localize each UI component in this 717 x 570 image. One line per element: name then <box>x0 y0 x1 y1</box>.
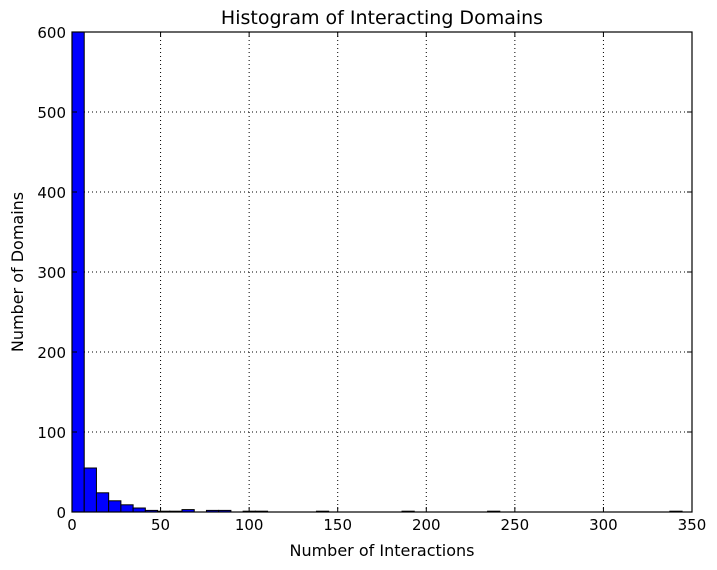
y-axis-ticks: 0 100 200 300 400 500 600 <box>37 24 692 522</box>
x-tick-label: 50 <box>151 516 170 534</box>
chart-title: Histogram of Interacting Domains <box>221 7 543 29</box>
x-tick-label: 350 <box>678 516 707 534</box>
histogram-bar-3 <box>108 500 122 513</box>
histogram-bar-1 <box>83 467 97 513</box>
x-tick-label: 300 <box>589 516 618 534</box>
grid-lines <box>71 31 693 513</box>
y-tick-label: 0 <box>56 504 66 522</box>
x-tick-label: 0 <box>67 516 77 534</box>
y-axis-label: Number of Domains <box>8 192 27 352</box>
x-tick-label: 200 <box>412 516 441 534</box>
x-tick-label: 100 <box>235 516 264 534</box>
y-tick-label: 300 <box>37 264 66 282</box>
y-tick-label: 500 <box>37 104 66 122</box>
y-tick-label: 100 <box>37 424 66 442</box>
histogram-bar-2 <box>95 492 110 513</box>
y-tick-label: 200 <box>37 344 66 362</box>
x-axis-ticks: 0 50 100 150 200 250 300 350 <box>67 32 706 534</box>
histogram-bars <box>71 31 683 513</box>
x-tick-label: 150 <box>323 516 352 534</box>
y-tick-label: 400 <box>37 184 66 202</box>
x-tick-label: 250 <box>501 516 530 534</box>
y-tick-label: 600 <box>37 24 66 42</box>
x-axis-label: Number of Interactions <box>289 541 474 560</box>
histogram-bar-4 <box>120 504 134 513</box>
